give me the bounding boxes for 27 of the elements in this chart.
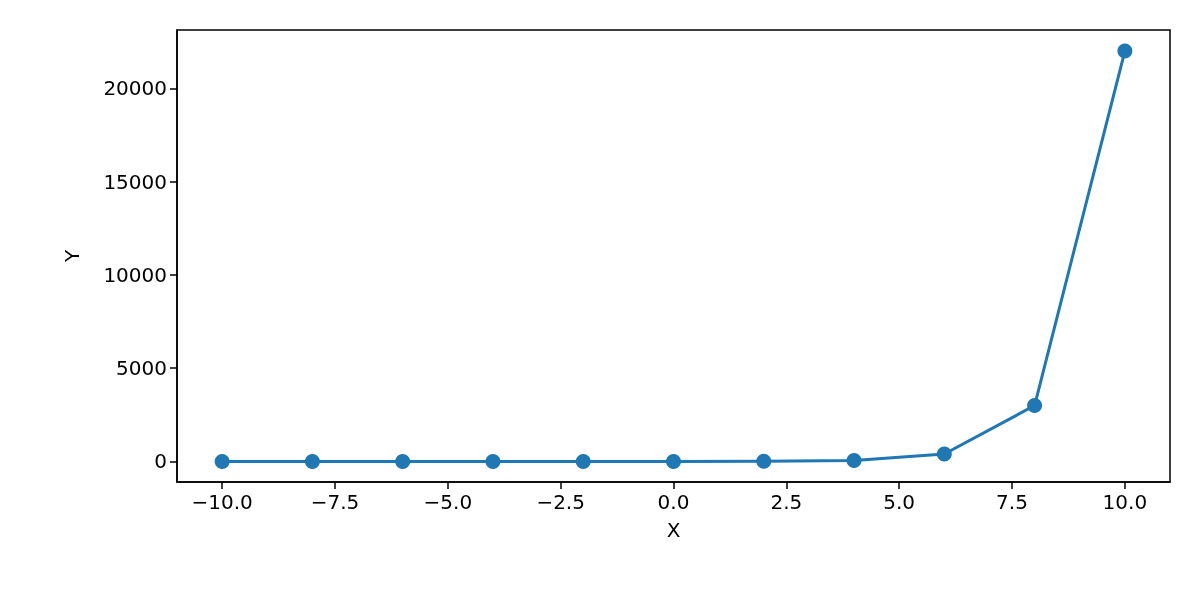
y-tick-label: 0 <box>154 449 167 474</box>
point <box>666 453 681 469</box>
point <box>304 453 320 469</box>
y-tick-label: 20000 <box>103 76 167 101</box>
x-tick-label: −10.0 <box>191 490 253 514</box>
x-tick-label: 7.5 <box>996 490 1028 514</box>
y-tick-label: 5000 <box>116 356 167 381</box>
x-tick-label: 0.0 <box>657 490 690 514</box>
point <box>1117 43 1133 59</box>
point <box>395 453 411 469</box>
point <box>214 453 230 469</box>
y-tick-label: 15000 <box>103 169 167 194</box>
x-tick-label: 2.5 <box>770 490 803 514</box>
point <box>936 446 952 462</box>
x-tick-label: −2.5 <box>536 490 585 514</box>
point <box>846 453 862 469</box>
x-axis-title: X <box>666 518 681 542</box>
point <box>1027 398 1043 414</box>
y-axis-title: Y <box>60 249 84 264</box>
y-tick-label: 10000 <box>103 262 167 287</box>
point <box>575 453 591 469</box>
x-tick-label: 10.0 <box>1102 490 1148 514</box>
x-tick-label: −5.0 <box>423 490 473 514</box>
point <box>485 453 501 469</box>
point <box>756 453 772 469</box>
x-tick-label: −7.5 <box>310 490 360 514</box>
x-tick-label: 5.0 <box>883 490 916 514</box>
